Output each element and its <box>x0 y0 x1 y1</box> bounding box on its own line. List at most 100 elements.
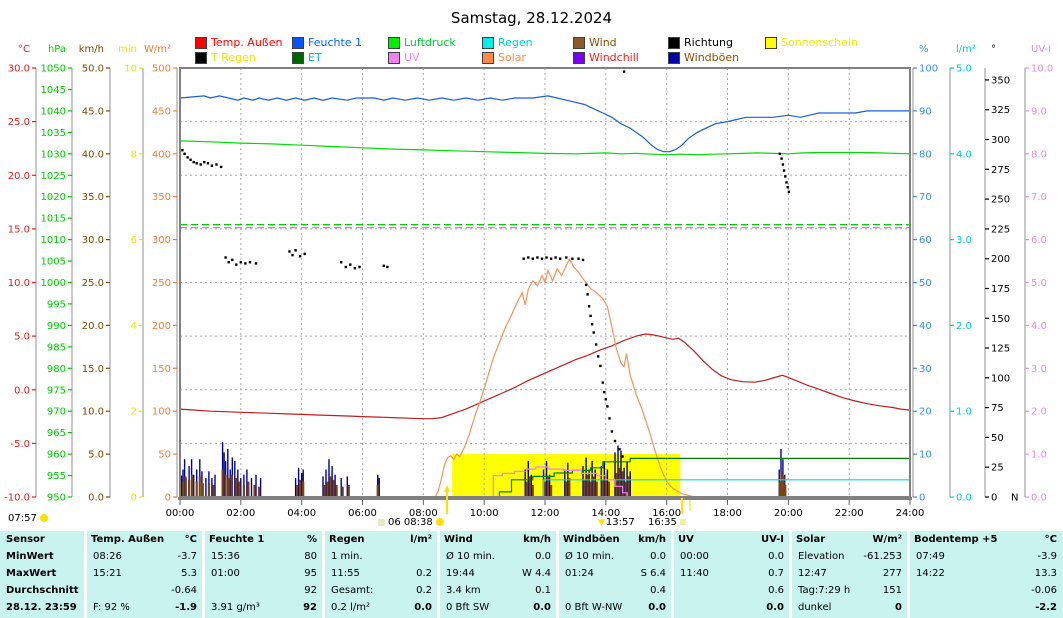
svg-text:350: 350 <box>991 75 1010 86</box>
legend-item-t-regen: T Regen <box>195 51 256 64</box>
afternoon-marker: ▼13:57 <box>598 517 635 528</box>
legend-item-feuchte-1: Feuchte 1 <box>292 36 362 49</box>
table-separator <box>322 531 325 618</box>
table-cell-value: 92 <box>303 602 317 613</box>
svg-text:0: 0 <box>131 493 137 504</box>
time-tick-label: 14:00 <box>591 508 620 519</box>
axis-unit-label: ° <box>991 44 996 55</box>
time-tick-label: 12:00 <box>531 508 560 519</box>
table-col-unit: l/m² <box>410 534 432 545</box>
svg-text:50: 50 <box>158 450 171 461</box>
legend-label: ET <box>308 51 322 64</box>
table-cell-value: 0.0 <box>414 602 432 613</box>
legend-swatch <box>668 36 680 49</box>
axis-unit-label: min <box>118 44 137 55</box>
svg-text:4: 4 <box>131 321 137 332</box>
series-feuchte-1 <box>179 95 910 153</box>
svg-text:100: 100 <box>152 407 171 418</box>
svg-text:45.0: 45.0 <box>82 106 104 117</box>
table-cell-value: 0.0 <box>768 551 784 562</box>
legend-swatch <box>292 51 304 64</box>
legend-swatch <box>482 51 494 64</box>
series-solar <box>434 258 695 498</box>
svg-text:-5.0: -5.0 <box>10 439 30 450</box>
svg-text:500: 500 <box>152 64 171 75</box>
svg-text:990: 990 <box>47 321 66 332</box>
table-col-unit: km/h <box>638 534 666 545</box>
svg-text:3.0: 3.0 <box>1031 364 1047 375</box>
table-cell-value: 5.3 <box>181 568 197 579</box>
svg-text:995: 995 <box>47 299 66 310</box>
svg-text:30: 30 <box>919 364 932 375</box>
legend-label: Windböen <box>684 51 740 64</box>
legend-label: Sonnenschein <box>781 36 858 49</box>
svg-text:N: N <box>1011 493 1018 504</box>
time-tick-label: 10:00 <box>470 508 499 519</box>
sunrise-arrow <box>444 485 450 492</box>
table-row-label: MinWert <box>6 551 54 562</box>
table-col-header: Windböen <box>563 534 620 545</box>
table-cell-value: -0.06 <box>1031 585 1057 596</box>
svg-text:275: 275 <box>991 165 1010 176</box>
table-cell-value: -2.2 <box>1035 602 1057 613</box>
svg-text:20.0: 20.0 <box>82 321 104 332</box>
table-col-unit: UV-I <box>760 534 784 545</box>
svg-text:150: 150 <box>991 314 1010 325</box>
time-tick-label: 00:00 <box>166 508 195 519</box>
legend-item-et: ET <box>292 51 322 64</box>
svg-text:6: 6 <box>131 235 137 246</box>
table-cell-value: 0.1 <box>535 585 551 596</box>
svg-text:20: 20 <box>919 407 932 418</box>
svg-text:20.0: 20.0 <box>8 171 30 182</box>
table-cell-label: dunkel <box>798 602 832 613</box>
legend-item-luftdruck: Luftdruck <box>388 36 456 49</box>
table-cell-label: 15:21 <box>93 568 122 579</box>
legend-label: Regen <box>498 36 533 49</box>
svg-text:40.0: 40.0 <box>82 149 104 160</box>
table-cell-label: 11:55 <box>331 568 360 579</box>
svg-text:5.0: 5.0 <box>1031 278 1047 289</box>
svg-text:985: 985 <box>47 342 66 353</box>
table-cell-label: 01:24 <box>565 568 594 579</box>
time-tick-label: 02:00 <box>226 508 255 519</box>
legend-item-solar: Solar <box>482 51 526 64</box>
svg-text:2: 2 <box>131 407 137 418</box>
svg-text:25: 25 <box>991 463 1004 474</box>
svg-text:90: 90 <box>919 106 932 117</box>
table-separator <box>84 531 87 618</box>
svg-text:1035: 1035 <box>41 128 66 139</box>
legend-swatch <box>482 36 494 49</box>
table-cell-value: 0.0 <box>650 551 666 562</box>
afternoon-marker-label: 13:57 <box>605 517 635 528</box>
table-cell-label: F: 92 % <box>93 602 130 613</box>
table-cell-label: 3.4 km <box>446 585 481 596</box>
table-row-label: Durchschnitt <box>6 585 79 596</box>
svg-text:1010: 1010 <box>41 235 66 246</box>
axis-unit-label: °C <box>18 44 30 55</box>
svg-text:9.0: 9.0 <box>1031 106 1047 117</box>
legend-swatch <box>573 51 585 64</box>
svg-text:1005: 1005 <box>41 257 66 268</box>
svg-text:200: 200 <box>152 321 171 332</box>
series-temp-au-en <box>179 333 911 420</box>
svg-text:950: 950 <box>47 493 66 504</box>
svg-text:0.0: 0.0 <box>1031 493 1047 504</box>
svg-text:965: 965 <box>47 428 66 439</box>
table-col-unit: W/m² <box>872 534 902 545</box>
table-cell-label: Ø 10 min. <box>446 551 495 562</box>
svg-text:3.0: 3.0 <box>956 235 972 246</box>
legend-label: Temp. Außen <box>211 36 283 49</box>
svg-text:1000: 1000 <box>41 278 66 289</box>
svg-text:975: 975 <box>47 385 66 396</box>
svg-text:35.0: 35.0 <box>82 192 104 203</box>
table-cell-value: -3.9 <box>1037 551 1057 562</box>
svg-text:2.0: 2.0 <box>1031 407 1047 418</box>
svg-text:15.0: 15.0 <box>82 364 104 375</box>
svg-text:5.0: 5.0 <box>956 64 972 75</box>
legend-item-uv: UV <box>388 51 420 64</box>
table-cell-value: 0.2 <box>416 585 432 596</box>
table-cell-label: Ø 10 min. <box>565 551 614 562</box>
axis-Wm: 0 50 100 150 200 250 300 350 400 450 500 W/m² <box>144 44 178 504</box>
time-tick-label: 16:00 <box>652 508 681 519</box>
svg-text:5.0: 5.0 <box>14 332 30 343</box>
